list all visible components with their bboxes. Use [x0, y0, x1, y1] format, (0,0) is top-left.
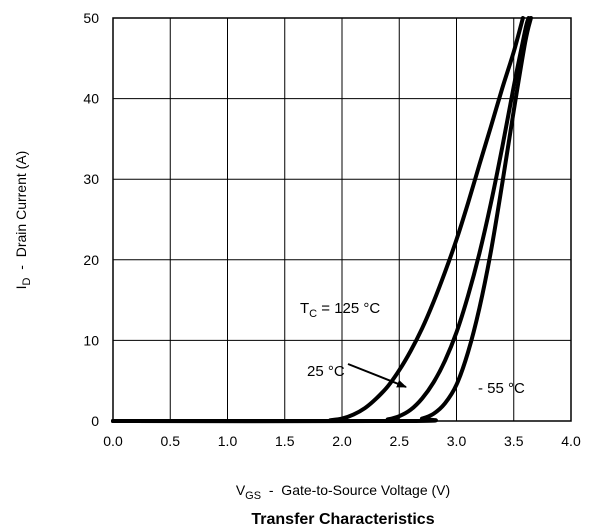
annotation-25c-arrow	[347, 363, 407, 388]
x-axis-label-sub: GS	[245, 490, 261, 502]
y-tick-label: 40	[83, 91, 99, 107]
y-tick-label: 0	[91, 413, 99, 429]
grid-lines	[113, 18, 571, 421]
x-tick-label: 1.0	[218, 433, 238, 449]
y-axis-label-sub: D	[21, 277, 33, 285]
y-tick-label: 10	[83, 332, 99, 348]
y-tick-labels: 0 10 20 30 40 50	[83, 10, 99, 429]
y-tick-label: 30	[83, 171, 99, 187]
plot-frame	[112, 17, 572, 422]
series-group	[111, 16, 533, 424]
x-tick-label: 0.0	[103, 433, 123, 449]
y-tick-label: 50	[83, 10, 99, 26]
x-axis-label-main: V	[236, 482, 246, 498]
annotation-minus-55c: - 55 °C	[478, 380, 525, 397]
x-axis-label-rest: - Gate-to-Source Voltage (V)	[261, 482, 450, 498]
annotation-tc-125-main: T	[300, 300, 309, 317]
y-tick-label: 20	[83, 252, 99, 268]
x-tick-label: 4.0	[561, 433, 581, 449]
y-axis-label: ID - Drain Current (A)	[13, 151, 33, 290]
annotation-25c: 25 °C	[307, 363, 345, 380]
series-line-125c	[111, 16, 525, 424]
y-axis-label-rest: - Drain Current (A)	[13, 151, 29, 278]
x-tick-label: 2.5	[390, 433, 410, 449]
chart-title: Transfer Characteristics	[251, 511, 434, 528]
annotation-tc-125: TC = 125 °C	[300, 300, 380, 320]
x-tick-label: 3.5	[504, 433, 524, 449]
x-tick-label: 1.5	[275, 433, 295, 449]
annotation-tc-125-rest: = 125 °C	[317, 300, 380, 317]
x-axis-label: VGS - Gate-to-Source Voltage (V)	[236, 482, 450, 502]
x-tick-label: 0.5	[161, 433, 181, 449]
y-axis-label-main: I	[13, 285, 29, 289]
x-tick-labels: 0.0 0.5 1.0 1.5 2.0 2.5 3.0 3.5 4.0	[103, 433, 581, 449]
x-tick-label: 3.0	[447, 433, 467, 449]
series-line-minus-55c	[111, 16, 533, 424]
x-tick-label: 2.0	[332, 433, 352, 449]
annotation-tc-125-sub: C	[309, 308, 317, 320]
